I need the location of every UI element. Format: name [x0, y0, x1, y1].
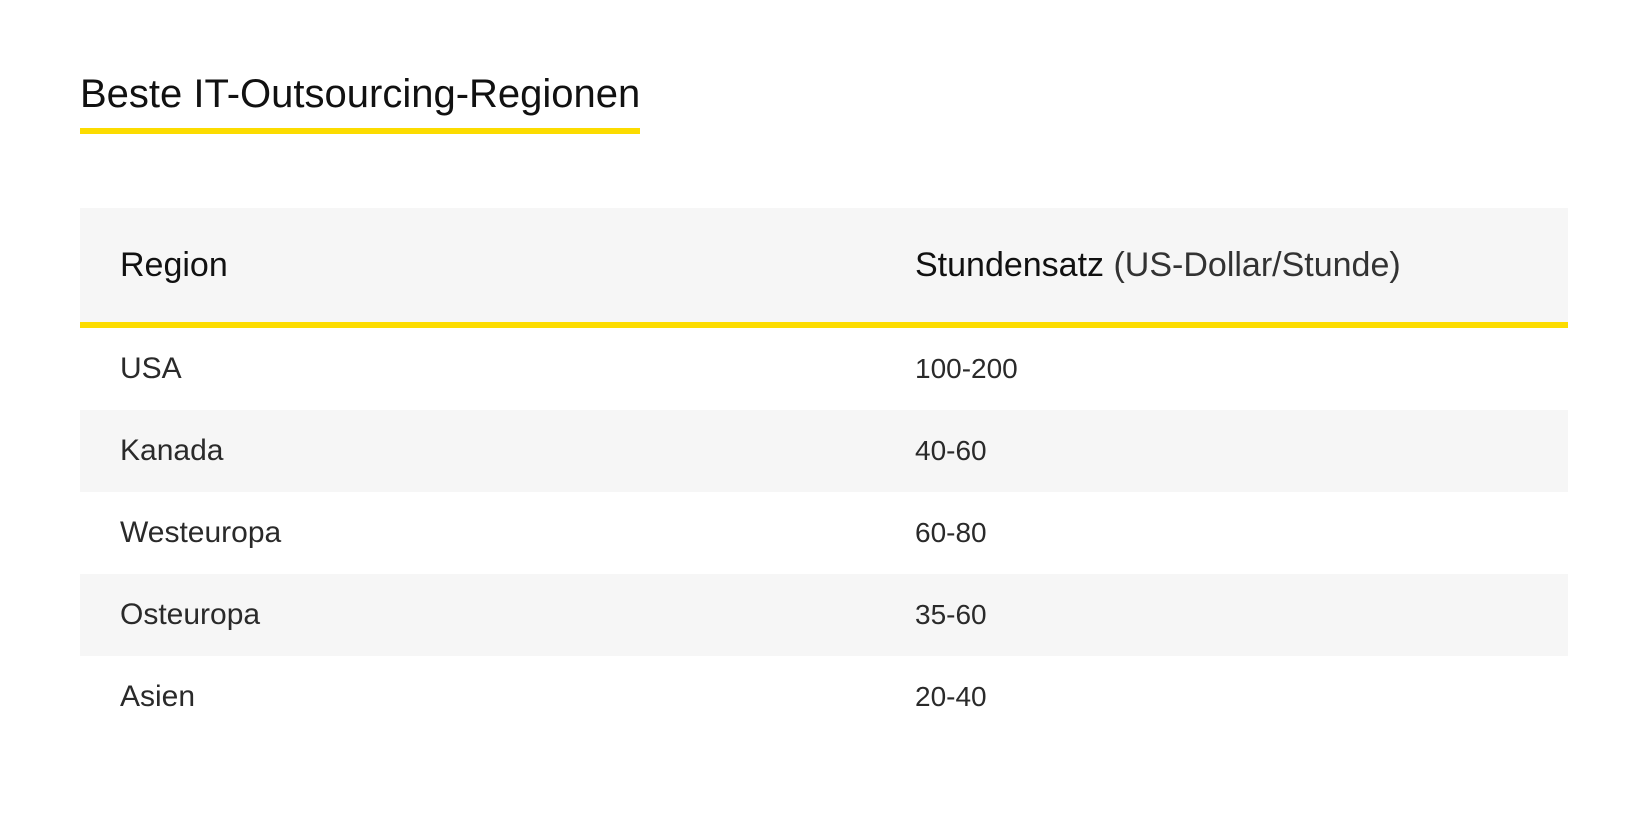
table-header-row: Region Stundensatz (US-Dollar/Stunde) — [80, 208, 1568, 322]
table-row: Kanada 40-60 — [80, 410, 1568, 492]
cell-rate: 100-200 — [915, 353, 1018, 384]
table-row: Osteuropa 35-60 — [80, 574, 1568, 656]
cell-rate: 60-80 — [915, 517, 987, 548]
table-row: Asien 20-40 — [80, 656, 1568, 738]
header-accent-line — [80, 322, 1568, 328]
page-title: Beste IT-Outsourcing-Regionen — [80, 72, 641, 116]
cell-region: Osteuropa — [120, 598, 261, 631]
cell-region: Asien — [120, 680, 196, 713]
header-rate: Stundensatz (US-Dollar/Stunde) — [915, 246, 1568, 285]
cell-rate: 35-60 — [915, 599, 987, 630]
header-region: Region — [120, 245, 228, 284]
cell-rate: 20-40 — [915, 681, 987, 712]
table-row: USA 100-200 — [80, 328, 1568, 410]
cell-rate: 40-60 — [915, 435, 987, 466]
cell-region: Kanada — [120, 434, 224, 467]
cell-region: Westeuropa — [120, 516, 282, 549]
table-body: USA 100-200 Kanada 40-60 Westeuropa 60-8… — [80, 328, 1568, 738]
header-rate-unit: (US-Dollar/Stunde) — [1113, 245, 1401, 284]
title-block: Beste IT-Outsourcing-Regionen — [80, 62, 641, 134]
header-rate-label: Stundensatz — [915, 245, 1105, 284]
title-underline — [80, 128, 641, 134]
table-row: Westeuropa 60-80 — [80, 492, 1568, 574]
cell-region: USA — [120, 352, 182, 385]
rates-table: Region Stundensatz (US-Dollar/Stunde) US… — [80, 208, 1568, 738]
